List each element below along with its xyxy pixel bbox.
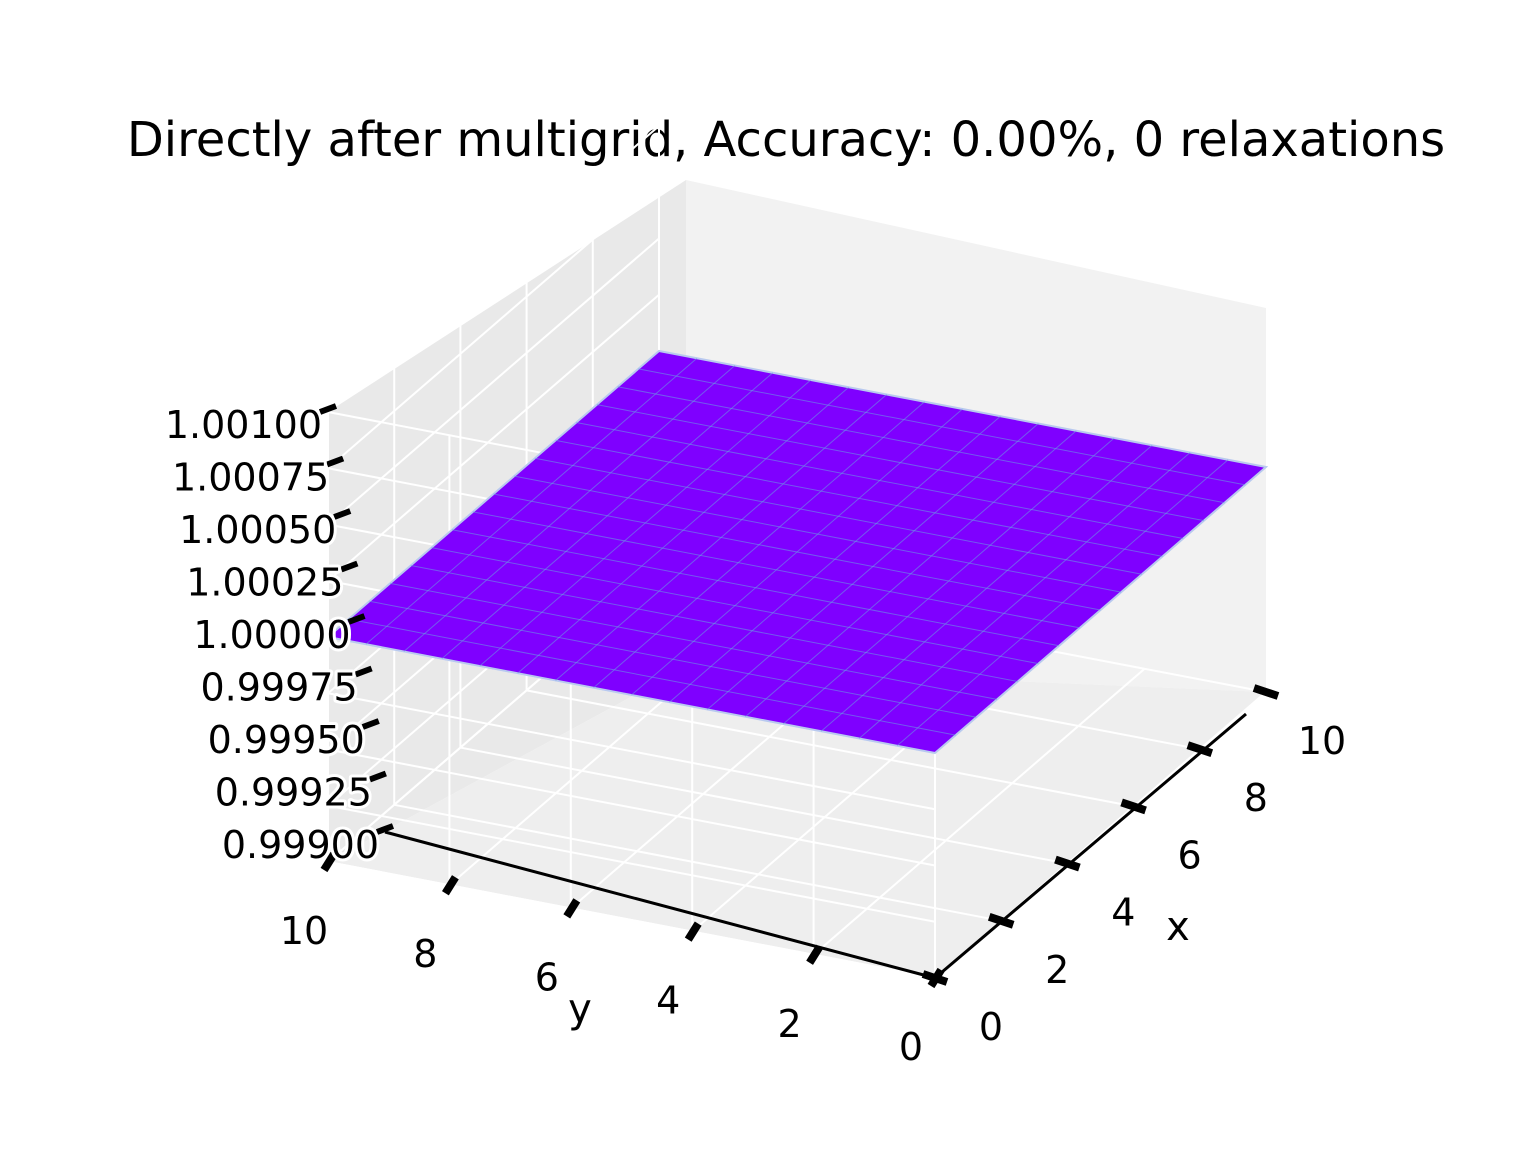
z-tick-label: 0.99925: [215, 771, 372, 815]
y-tick-label: 8: [413, 932, 437, 976]
surface-mesh-line: [479, 379, 812, 667]
surface-mesh-line: [638, 368, 1246, 486]
z-tick-label: 0.99975: [200, 666, 357, 710]
surface-mesh-line: [441, 372, 774, 660]
surface-mesh-line: [534, 457, 1142, 575]
y-tick-label: 0: [899, 1025, 923, 1069]
y-tick-label: 4: [656, 979, 680, 1023]
y-tick-mark: [442, 875, 459, 896]
z-tick-label: 0.99950: [208, 718, 365, 762]
x-tick-label: 0: [979, 1005, 1003, 1049]
x-tick-mark: [987, 913, 1015, 929]
x-tick-mark: [1054, 855, 1081, 872]
z-tick-mark: [347, 613, 366, 625]
y-tick-mark: [320, 851, 338, 873]
z-tick-mark: [340, 560, 359, 573]
x-axis-title: x: [1166, 904, 1190, 950]
x-axis-line: [934, 712, 1247, 980]
surface-mesh-line: [517, 386, 850, 674]
y-axis-line: [384, 830, 936, 980]
z-tick-label: 1.00100: [165, 403, 322, 447]
y-tick-mark: [563, 898, 581, 919]
z-tick-label: 1.00075: [172, 456, 329, 500]
z-tick-mark: [368, 770, 387, 783]
x-tick-mark: [1120, 798, 1147, 815]
x-tick-label: 4: [1111, 891, 1135, 935]
surface-mesh-line: [631, 408, 963, 696]
surface-mesh-line: [576, 422, 1184, 539]
x-tick-mark: [1186, 741, 1214, 757]
floor-pane-fill: [328, 667, 1266, 978]
y-tick-label: 10: [280, 909, 328, 953]
surface-mesh-line: [555, 439, 1163, 557]
floor-pane: [328, 667, 1266, 978]
surface-mesh-line: [596, 404, 1205, 522]
chart-title: Directly after multigrid, Accuracy: 0.00…: [127, 112, 1445, 168]
z-tick-mark: [354, 665, 373, 678]
z-tick-label: 1.00000: [193, 613, 350, 657]
x-tick-label: 10: [1298, 719, 1346, 763]
y-axis: 0 2 4 6 8 10 y: [277, 830, 945, 1072]
x-tick-label: 2: [1045, 948, 1069, 992]
z-tick-mark: [333, 508, 352, 520]
surface-mesh-line: [617, 386, 1225, 504]
surface-mesh-line: [555, 394, 887, 681]
z-tick-label: 1.00025: [186, 561, 343, 605]
surface-plot: [325, 349, 1269, 755]
y-axis-ticks: 0 2 4 6 8 10: [277, 851, 945, 1072]
z-tick-label: 0.99900: [222, 823, 379, 867]
x-tick-label: 8: [1244, 776, 1268, 820]
z-tick-mark: [361, 718, 380, 730]
surface-mesh-line: [514, 475, 1122, 593]
y-tick-label: 2: [778, 1002, 802, 1046]
y-axis-title: y: [568, 986, 592, 1032]
z-tick-mark: [326, 455, 345, 468]
surface-mesh-line: [403, 365, 736, 652]
surface-mesh-line: [365, 357, 698, 645]
x-tick-mark: [1252, 684, 1280, 700]
z-tick-mark: [375, 823, 395, 835]
z-tick-mark: [318, 403, 338, 415]
y-tick-mark: [684, 921, 702, 942]
z-axis-ticks: 0.99900 0.99925 0.99950 0.99975 1.00000 1.000…: [162, 400, 395, 870]
z-tick-label: 1.00050: [179, 508, 336, 552]
y-tick-mark: [927, 967, 945, 989]
x-tick-label: 6: [1178, 833, 1202, 877]
z-axis: 0.99900 0.99925 0.99950 0.99975 1.00000 1.000…: [162, 400, 395, 870]
surface-mesh-line: [593, 401, 925, 689]
y-tick-label: 6: [535, 955, 559, 999]
y-tick-mark: [806, 944, 823, 965]
